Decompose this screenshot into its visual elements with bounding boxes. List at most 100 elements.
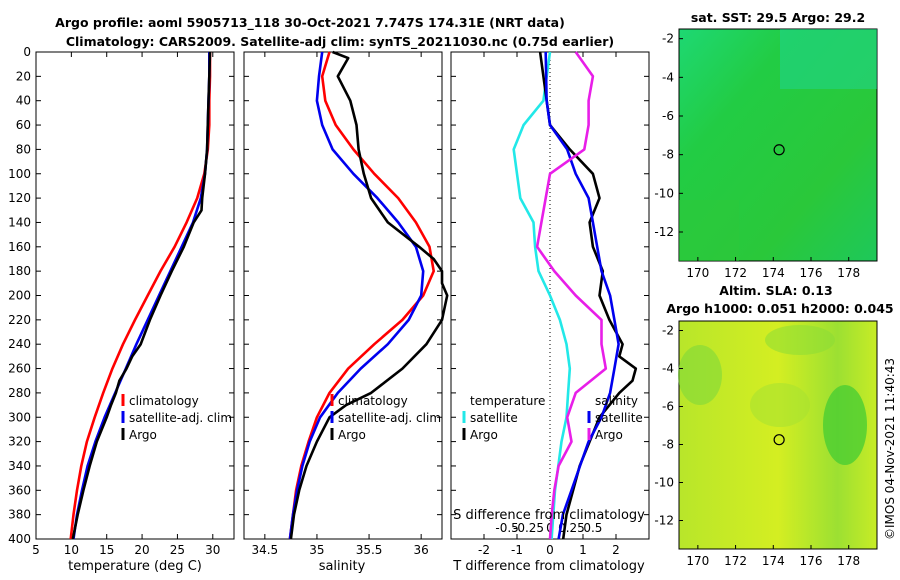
- y-tick-label: 360: [8, 483, 31, 497]
- title-line-1: Argo profile: aoml 5905713_118 30-Oct-20…: [55, 15, 565, 31]
- y-tick-label: 0: [23, 45, 31, 59]
- x-tick-label: 36: [414, 543, 429, 557]
- map-y-tick-label: -6: [662, 400, 674, 414]
- map-x-tick-label: 176: [800, 266, 823, 280]
- series-s-argo: [535, 51, 608, 540]
- legend-label-argo: Argo: [338, 428, 366, 442]
- series-t-satellite: [512, 51, 572, 540]
- y-tick-label: 140: [8, 215, 31, 229]
- map-x-tick-label: 176: [800, 554, 823, 568]
- argo-position-marker: [773, 144, 785, 156]
- x-tick-label: 5: [32, 543, 40, 557]
- legend-label-s-argo: Argo: [595, 428, 623, 442]
- s-tick-label: -0.5: [495, 521, 518, 535]
- x-tick-label: 0: [546, 543, 554, 557]
- salinity-panel: 34.5 35 35.5 36 climatology satellite-adj. …: [243, 50, 449, 574]
- salinity-xlabel: salinity: [319, 559, 366, 574]
- x-tick-label: -1: [511, 543, 523, 557]
- x-tick-label: 10: [64, 543, 79, 557]
- x-tick-label: 35: [309, 543, 324, 557]
- x-tick-label: 1: [579, 543, 587, 557]
- sla-map-north-blob: [765, 325, 835, 355]
- legend-label-satellite: satellite-adj. clim: [129, 411, 232, 425]
- map-x-tick-label: 170: [686, 266, 709, 280]
- temperature-xlabel: temperature (deg C): [68, 559, 202, 574]
- map-y-tick-label: -4: [662, 70, 674, 84]
- sla-map-low-blob: [823, 385, 867, 465]
- sst-map-panel: sat. SST: 29.5 Argo: 29.2 170 172 174 176 17…: [654, 10, 878, 280]
- map-y-tick-label: -8: [662, 148, 674, 162]
- map-x-tick-label: 170: [686, 554, 709, 568]
- y-tick-label: 160: [8, 240, 31, 254]
- y-tick-label: 120: [8, 191, 31, 205]
- x-tick-label: 30: [205, 543, 220, 557]
- sla-map-mid-blob: [750, 383, 810, 427]
- map-x-tick-label: 178: [837, 266, 860, 280]
- temperature-legend: climatology satellite-adj. clim Argo: [121, 394, 232, 442]
- difference-legend-salinity: salinity satellite Argo: [587, 394, 643, 442]
- map-y-tick-label: -10: [654, 186, 674, 200]
- map-x-tick-label: 178: [837, 554, 860, 568]
- series-argo: [71, 51, 212, 540]
- sst-map-title: sat. SST: 29.5 Argo: 29.2: [691, 10, 865, 25]
- salinity-axes: [243, 51, 443, 540]
- temperature-panel: 5 10 15 20 25 3002040608010012014016018020022…: [8, 45, 235, 574]
- legend-label-t-satellite: satellite: [470, 411, 518, 425]
- sst-map-warm-patch: [780, 29, 877, 89]
- y-tick-label: 200: [8, 289, 31, 303]
- y-tick-label: 180: [8, 264, 31, 278]
- imos-credit: ©IMOS 04-Nov-2021 11:40:43: [883, 358, 897, 540]
- y-tick-label: 280: [8, 386, 31, 400]
- sla-map-panel: Altim. SLA: 0.13 Argo h1000: 0.051 h2000…: [654, 283, 893, 568]
- y-tick-label: 20: [16, 69, 31, 83]
- x-tick-label: 15: [99, 543, 114, 557]
- y-tick-label: 400: [8, 532, 31, 546]
- legend-label-climatology: climatology: [338, 394, 408, 408]
- legend-label-t-argo: Argo: [470, 428, 498, 442]
- legend-title-salinity: salinity: [595, 394, 638, 408]
- map-y-tick-label: -8: [662, 438, 674, 452]
- sst-map-cool-patch: [679, 200, 739, 261]
- series-satellite-adj-clim: [288, 51, 425, 540]
- map-y-tick-label: -12: [654, 225, 674, 239]
- y-tick-label: 220: [8, 313, 31, 327]
- map-x-tick-label: 172: [724, 554, 747, 568]
- x-tick-label: 35.5: [356, 543, 383, 557]
- map-x-tick-label: 174: [762, 266, 785, 280]
- y-tick-label: 240: [8, 337, 31, 351]
- sla-map-title-2: Argo h1000: 0.051 h2000: 0.045: [666, 301, 893, 316]
- x-tick-label: -2: [478, 543, 490, 557]
- x-tick-label: 25: [170, 543, 185, 557]
- legend-label-argo: Argo: [129, 428, 157, 442]
- s-difference-label: S difference from climatology: [453, 508, 645, 523]
- y-tick-label: 80: [16, 142, 31, 156]
- legend-title-temperature: temperature: [470, 394, 545, 408]
- series-s-satellite: [544, 51, 620, 540]
- map-y-tick-label: -12: [654, 514, 674, 528]
- y-tick-label: 60: [16, 118, 31, 132]
- map-x-tick-label: 172: [724, 266, 747, 280]
- sla-map-low-blob-west: [678, 345, 722, 405]
- legend-label-climatology: climatology: [129, 394, 199, 408]
- difference-panel: -2 -1 0 1 2-0.5-0.25 0 0.250.5 temperature sat…: [450, 51, 650, 574]
- temperature-axes: [35, 51, 235, 540]
- s-tick-label: -0.25: [513, 521, 544, 535]
- map-y-tick-label: -2: [662, 324, 674, 338]
- s-tick-label: 0.5: [583, 521, 602, 535]
- y-tick-label: 40: [16, 94, 31, 108]
- map-y-tick-label: -2: [662, 32, 674, 46]
- t-difference-xlabel: T difference from climatology: [452, 559, 645, 574]
- x-tick-label: 20: [134, 543, 149, 557]
- sla-map-title-1: Altim. SLA: 0.13: [719, 283, 832, 298]
- y-tick-label: 380: [8, 508, 31, 522]
- difference-legend-temperature: temperature satellite Argo: [462, 394, 545, 442]
- argo-position-marker: [773, 434, 785, 446]
- map-y-tick-label: -6: [662, 109, 674, 123]
- y-tick-label: 260: [8, 362, 31, 376]
- title-line-2: Climatology: CARS2009. Satellite-adj cli…: [66, 34, 614, 50]
- map-x-tick-label: 174: [762, 554, 785, 568]
- legend-label-satellite: satellite-adj. clim: [338, 411, 441, 425]
- y-tick-label: 300: [8, 410, 31, 424]
